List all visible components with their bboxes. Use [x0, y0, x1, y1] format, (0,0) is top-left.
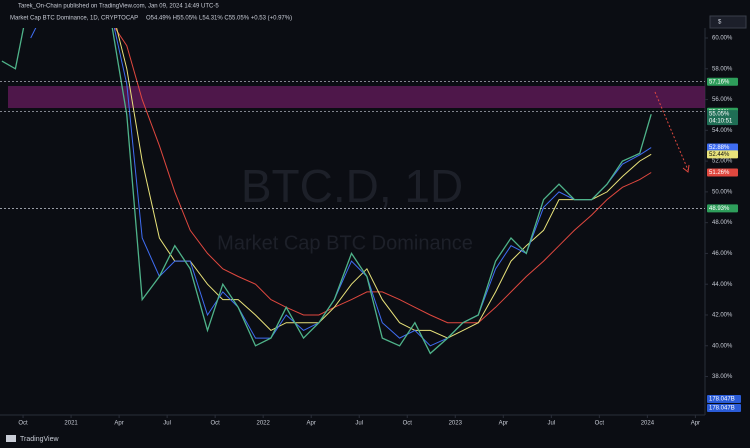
y-tick-label: 58.00% — [712, 66, 733, 72]
x-tick-label: 2023 — [449, 421, 463, 427]
x-tick-label: Jul — [163, 421, 171, 427]
publisher: Tarek_On-Chain published on TradingView.… — [18, 4, 219, 10]
currency[interactable]: $ — [718, 20, 722, 26]
volume-label: 178.047B — [709, 397, 735, 403]
price-label-box — [707, 143, 738, 152]
price-label: 51.26% — [709, 170, 730, 176]
x-tick-label: 2022 — [256, 421, 270, 427]
x-tick-label: Apr — [307, 421, 316, 427]
footer-brand: TradingView — [20, 436, 59, 443]
currency-box[interactable] — [709, 15, 747, 29]
y-tick-label: 48.00% — [712, 220, 733, 226]
volume-label: 178.047B — [709, 406, 735, 412]
x-tick-label: 2024 — [641, 421, 655, 427]
y-tick-label: 52.00% — [712, 159, 733, 165]
countdown: 04:10:51 — [709, 119, 733, 125]
x-tick-label: Apr — [691, 421, 700, 427]
ohlc: O54.49% H55.05% L54.31% C55.05% +0.53 (+… — [146, 16, 292, 22]
y-tick-label: 44.00% — [712, 282, 733, 288]
x-tick-label: Oct — [403, 421, 413, 427]
x-tick-label: Oct — [210, 421, 220, 427]
price-label-box — [707, 168, 738, 177]
footer-bar — [0, 430, 750, 448]
x-tick-label: 2021 — [64, 421, 78, 427]
y-tick-label: 40.00% — [712, 343, 733, 349]
watermark-ticker: BTC.D, 1D — [241, 160, 463, 212]
logo — [6, 435, 16, 442]
price-label: 52.88% — [709, 145, 730, 151]
price-label: 48.93% — [709, 206, 730, 212]
moving-average — [114, 28, 652, 324]
x-tick-label: Jul — [355, 421, 363, 427]
y-tick-label: 50.00% — [712, 189, 733, 195]
zone — [8, 86, 705, 109]
y-tick-label: 56.00% — [712, 97, 733, 103]
volume-label-box — [707, 395, 741, 403]
symbol: Market Cap BTC Dominance, 1D, CRYPTOCAP — [10, 16, 138, 22]
price-line — [1, 28, 652, 355]
x-tick-label: Oct — [595, 421, 605, 427]
x-tick-label: Oct — [18, 421, 28, 427]
moving-average — [116, 28, 652, 339]
arrow-head — [682, 164, 690, 173]
price-label: 55.05% — [709, 112, 730, 118]
y-tick-label: 42.00% — [712, 313, 733, 319]
price-label-box — [707, 110, 738, 126]
price-label-box — [707, 204, 738, 213]
x-tick-label: Apr — [114, 421, 123, 427]
y-tick-label: 38.00% — [712, 374, 733, 380]
volume-label-box — [707, 404, 741, 412]
x-tick-label: Jul — [547, 421, 555, 427]
x-tick-label: Apr — [499, 421, 508, 427]
price-label: 52.44% — [709, 152, 730, 158]
y-tick-label: 46.00% — [712, 251, 733, 257]
y-tick-label: 60.00% — [712, 36, 733, 42]
price-label-box — [707, 150, 738, 159]
watermark-name: Market Cap BTC Dominance — [217, 232, 473, 254]
price-label-box — [707, 77, 738, 86]
y-tick-label: 54.00% — [712, 128, 733, 134]
moving-average — [30, 28, 652, 347]
price-label: 57.16% — [709, 79, 730, 85]
